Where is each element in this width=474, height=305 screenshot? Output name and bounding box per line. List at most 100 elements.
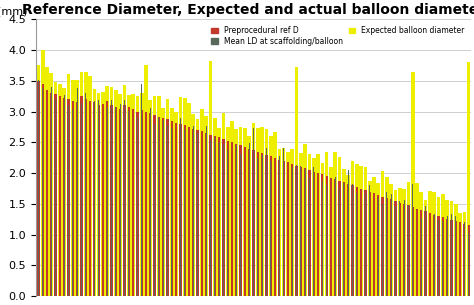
Bar <box>197 133 198 296</box>
Bar <box>257 158 258 296</box>
Bar <box>223 144 224 296</box>
Bar <box>214 137 215 296</box>
Bar <box>391 194 392 296</box>
Bar <box>51 87 52 296</box>
Bar <box>313 172 315 296</box>
Bar <box>286 152 290 296</box>
Bar <box>326 185 327 296</box>
Bar <box>326 176 328 296</box>
Bar <box>382 196 384 296</box>
Bar <box>76 102 78 296</box>
Bar <box>468 233 469 296</box>
Bar <box>287 162 289 296</box>
Bar <box>80 72 83 296</box>
Bar <box>450 220 453 296</box>
Bar <box>92 89 96 296</box>
Bar <box>128 107 130 296</box>
Bar <box>55 99 56 296</box>
Bar <box>437 197 440 296</box>
Bar <box>46 91 47 296</box>
Bar <box>417 196 418 296</box>
Bar <box>188 127 190 296</box>
Bar <box>369 192 371 296</box>
Bar <box>127 95 131 296</box>
Bar <box>210 140 211 296</box>
Bar <box>150 108 151 296</box>
Bar <box>110 106 113 296</box>
Bar <box>231 142 233 296</box>
Bar <box>128 111 129 296</box>
Bar <box>175 123 177 296</box>
Bar <box>378 198 379 296</box>
Bar <box>140 110 143 296</box>
Bar <box>167 124 168 296</box>
Bar <box>90 96 91 296</box>
Bar <box>226 127 229 296</box>
Bar <box>364 190 366 296</box>
Bar <box>316 154 320 296</box>
Bar <box>351 161 354 296</box>
Bar <box>454 204 457 296</box>
Bar <box>222 139 225 296</box>
Bar <box>308 154 311 296</box>
Bar <box>317 173 319 296</box>
Bar <box>205 133 207 296</box>
Bar <box>218 138 220 296</box>
Bar <box>98 100 99 296</box>
Bar <box>335 177 336 296</box>
Bar <box>166 119 169 296</box>
Bar <box>308 170 310 296</box>
Bar <box>42 88 43 296</box>
Legend: Preprocedural ref D, Mean LD at scaffolding/balloon, Expected balloon diameter: Preprocedural ref D, Mean LD at scaffold… <box>209 23 467 49</box>
Bar <box>252 150 255 296</box>
Bar <box>102 100 103 296</box>
Bar <box>429 207 430 296</box>
Bar <box>330 178 331 296</box>
Bar <box>123 106 126 296</box>
Bar <box>196 130 199 296</box>
Bar <box>243 128 247 296</box>
Bar <box>373 193 375 296</box>
Bar <box>320 163 324 296</box>
Bar <box>115 107 117 296</box>
Bar <box>189 127 190 296</box>
Bar <box>389 184 393 296</box>
Bar <box>148 100 152 296</box>
Bar <box>257 152 259 296</box>
Bar <box>174 112 178 296</box>
Bar <box>279 156 280 296</box>
Bar <box>441 194 445 296</box>
Bar <box>334 179 337 296</box>
Bar <box>71 80 75 296</box>
Bar <box>395 206 396 296</box>
Bar <box>239 127 243 296</box>
Bar <box>93 102 95 296</box>
Bar <box>253 128 254 296</box>
Bar <box>124 100 125 296</box>
Bar <box>240 154 241 296</box>
Bar <box>432 192 436 296</box>
Bar <box>429 213 431 296</box>
Bar <box>235 144 237 296</box>
Bar <box>192 129 194 296</box>
Bar <box>94 101 95 296</box>
Bar <box>80 96 82 296</box>
Bar <box>75 80 79 296</box>
Bar <box>102 104 104 296</box>
Bar <box>442 221 443 296</box>
Bar <box>356 187 358 296</box>
Bar <box>98 106 100 296</box>
Bar <box>442 217 444 296</box>
Bar <box>154 124 155 296</box>
Bar <box>424 200 428 296</box>
Bar <box>463 224 465 296</box>
Bar <box>372 177 376 296</box>
Bar <box>89 101 91 296</box>
Bar <box>304 168 306 296</box>
Bar <box>118 94 122 296</box>
Bar <box>463 212 466 296</box>
Bar <box>244 147 246 296</box>
Bar <box>446 219 448 296</box>
Bar <box>403 204 405 296</box>
Bar <box>217 127 221 296</box>
